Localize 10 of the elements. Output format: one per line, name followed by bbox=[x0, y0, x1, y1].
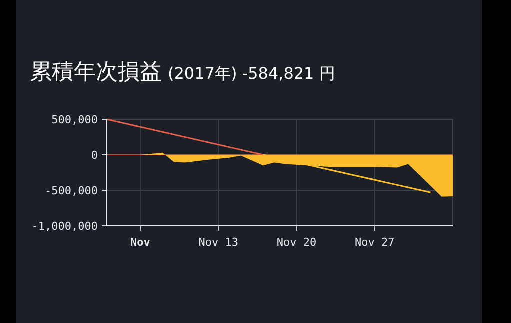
y-tick-label: -1,000,000 bbox=[32, 220, 98, 233]
y-tick-label: 500,000 bbox=[52, 114, 98, 126]
chart-subtitle: (2017年) -584,821 円 bbox=[168, 64, 336, 83]
y-tick-label: -500,000 bbox=[45, 184, 98, 198]
x-tick-label: Nov bbox=[130, 236, 151, 249]
x-tick-label: Nov 13 bbox=[198, 236, 238, 249]
x-tick-label: Nov 20 bbox=[276, 236, 317, 249]
y-tick-label: 0 bbox=[91, 149, 98, 162]
x-tick-label: Nov 27 bbox=[354, 236, 395, 249]
chart-title: 累積年次損益 bbox=[30, 60, 162, 85]
